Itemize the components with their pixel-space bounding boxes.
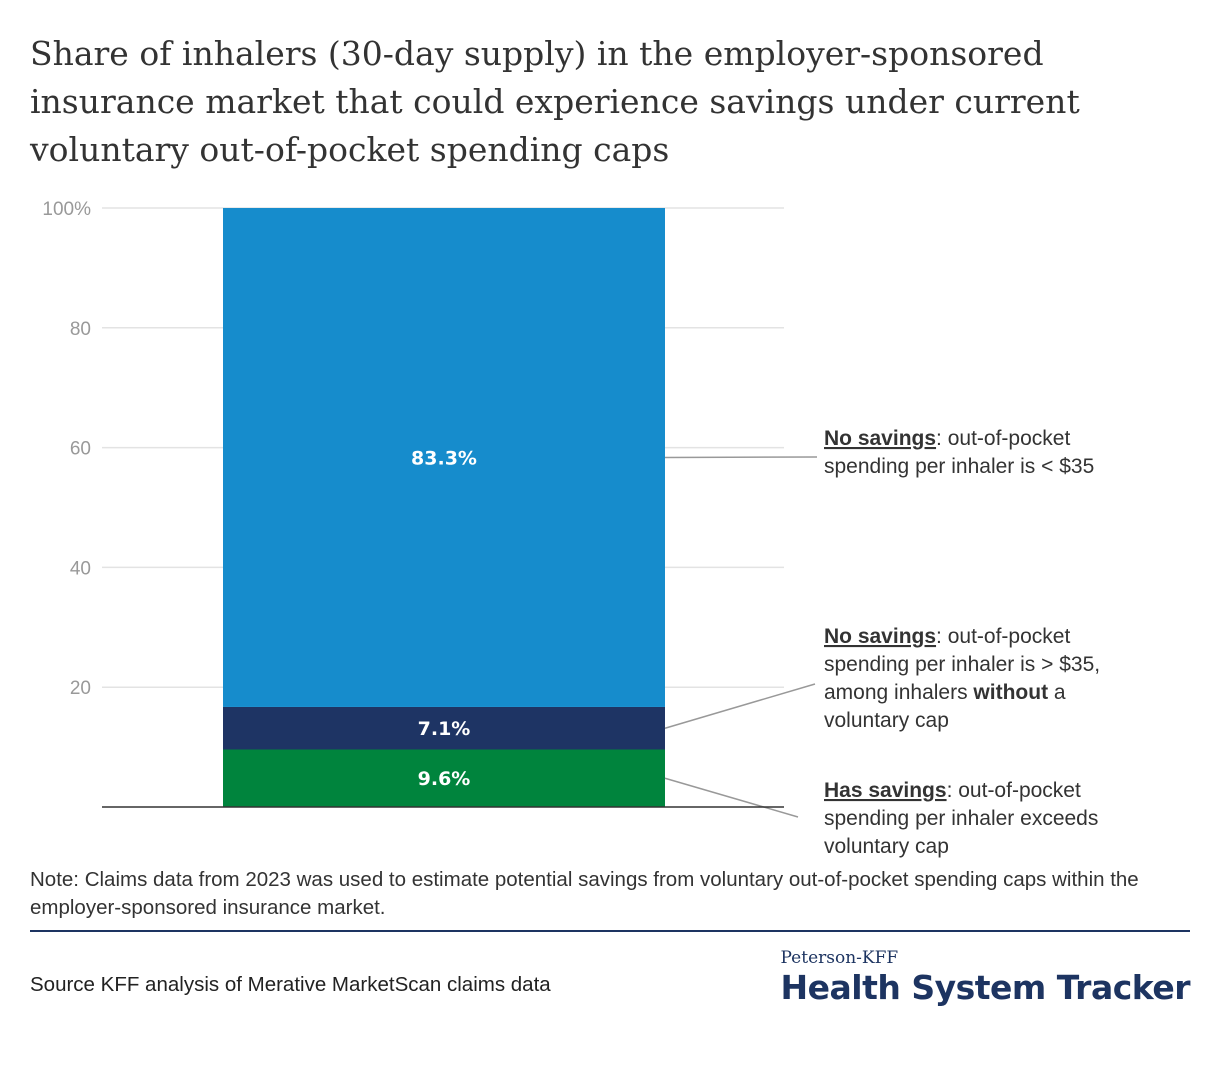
chart-title: Share of inhalers (30-day supply) in the… [30, 34, 1080, 169]
y-tick-label: 60 [70, 439, 91, 460]
bar-segment [223, 706, 665, 750]
legend-line: No savings: out-of-pocket [824, 625, 1070, 648]
legend-line: Has savings: out-of-pocket [824, 779, 1081, 802]
bar-segments [223, 208, 665, 807]
legend-text: No savings [824, 625, 936, 648]
y-tick-label: 20 [70, 678, 91, 699]
legend-text: spending per inhaler exceeds [824, 807, 1098, 830]
legend-text: Has savings [824, 779, 947, 802]
bar-segment [223, 749, 665, 807]
legend-entry: No savings: out-of-pocket spending per in… [824, 625, 1100, 732]
logo-subtitle: Peterson-KFF [780, 948, 899, 968]
legend-text: voluntary cap [824, 835, 949, 858]
y-tick-label: 40 [70, 558, 91, 579]
y-tick-label: 80 [70, 319, 91, 340]
legend-text: spending per inhaler is < $35 [824, 455, 1094, 478]
legend-line: spending per inhaler is < $35 [824, 455, 1094, 478]
bar-value-label: 7.1% [418, 718, 471, 740]
legend-leader-line [664, 683, 816, 729]
bar-value-label: 9.6% [418, 768, 471, 790]
bar-segment [223, 208, 665, 707]
legend-text: spending per inhaler is > $35, [824, 653, 1100, 676]
legend-text: without [972, 681, 1048, 704]
legend-line: voluntary cap [824, 709, 949, 732]
legend-text: No savings [824, 427, 936, 450]
legend-line: among inhalers without a [824, 681, 1066, 704]
y-axis-ticks: 100% 80 60 40 20 [42, 199, 91, 699]
legend-text: among inhalers [824, 681, 973, 704]
chart-note: Note: Claims data from 2023 was used to … [30, 868, 1139, 919]
source-text: Source KFF analysis of Merative MarketSc… [30, 973, 551, 996]
legend-entry: Has savings: out-of-pocket spending per i… [824, 779, 1098, 858]
legend-text: a [1048, 681, 1066, 704]
legend-text: voluntary cap [824, 709, 949, 732]
legend-line: voluntary cap [824, 835, 949, 858]
legend-text: : out-of-pocket [947, 779, 1081, 802]
logo-title: Health System Tracker [780, 968, 1191, 1007]
bar-labels: 9.6% 7.1% 83.3% [411, 447, 477, 790]
legend-line: spending per inhaler is > $35, [824, 653, 1100, 676]
legend-leader-line [664, 777, 799, 818]
legend-text: : out-of-pocket [936, 427, 1070, 450]
y-tick-label: 100% [42, 199, 91, 220]
legend-line: spending per inhaler exceeds [824, 807, 1098, 830]
legend-entry: No savings: out-of-pocket spending per in… [824, 427, 1094, 478]
bar-value-label: 83.3% [411, 447, 477, 469]
legend-line: No savings: out-of-pocket [824, 427, 1070, 450]
footer-divider [30, 930, 1190, 932]
logo: Peterson-KFF Health System Tracker [781, 948, 1191, 1007]
legend-text: : out-of-pocket [936, 625, 1070, 648]
